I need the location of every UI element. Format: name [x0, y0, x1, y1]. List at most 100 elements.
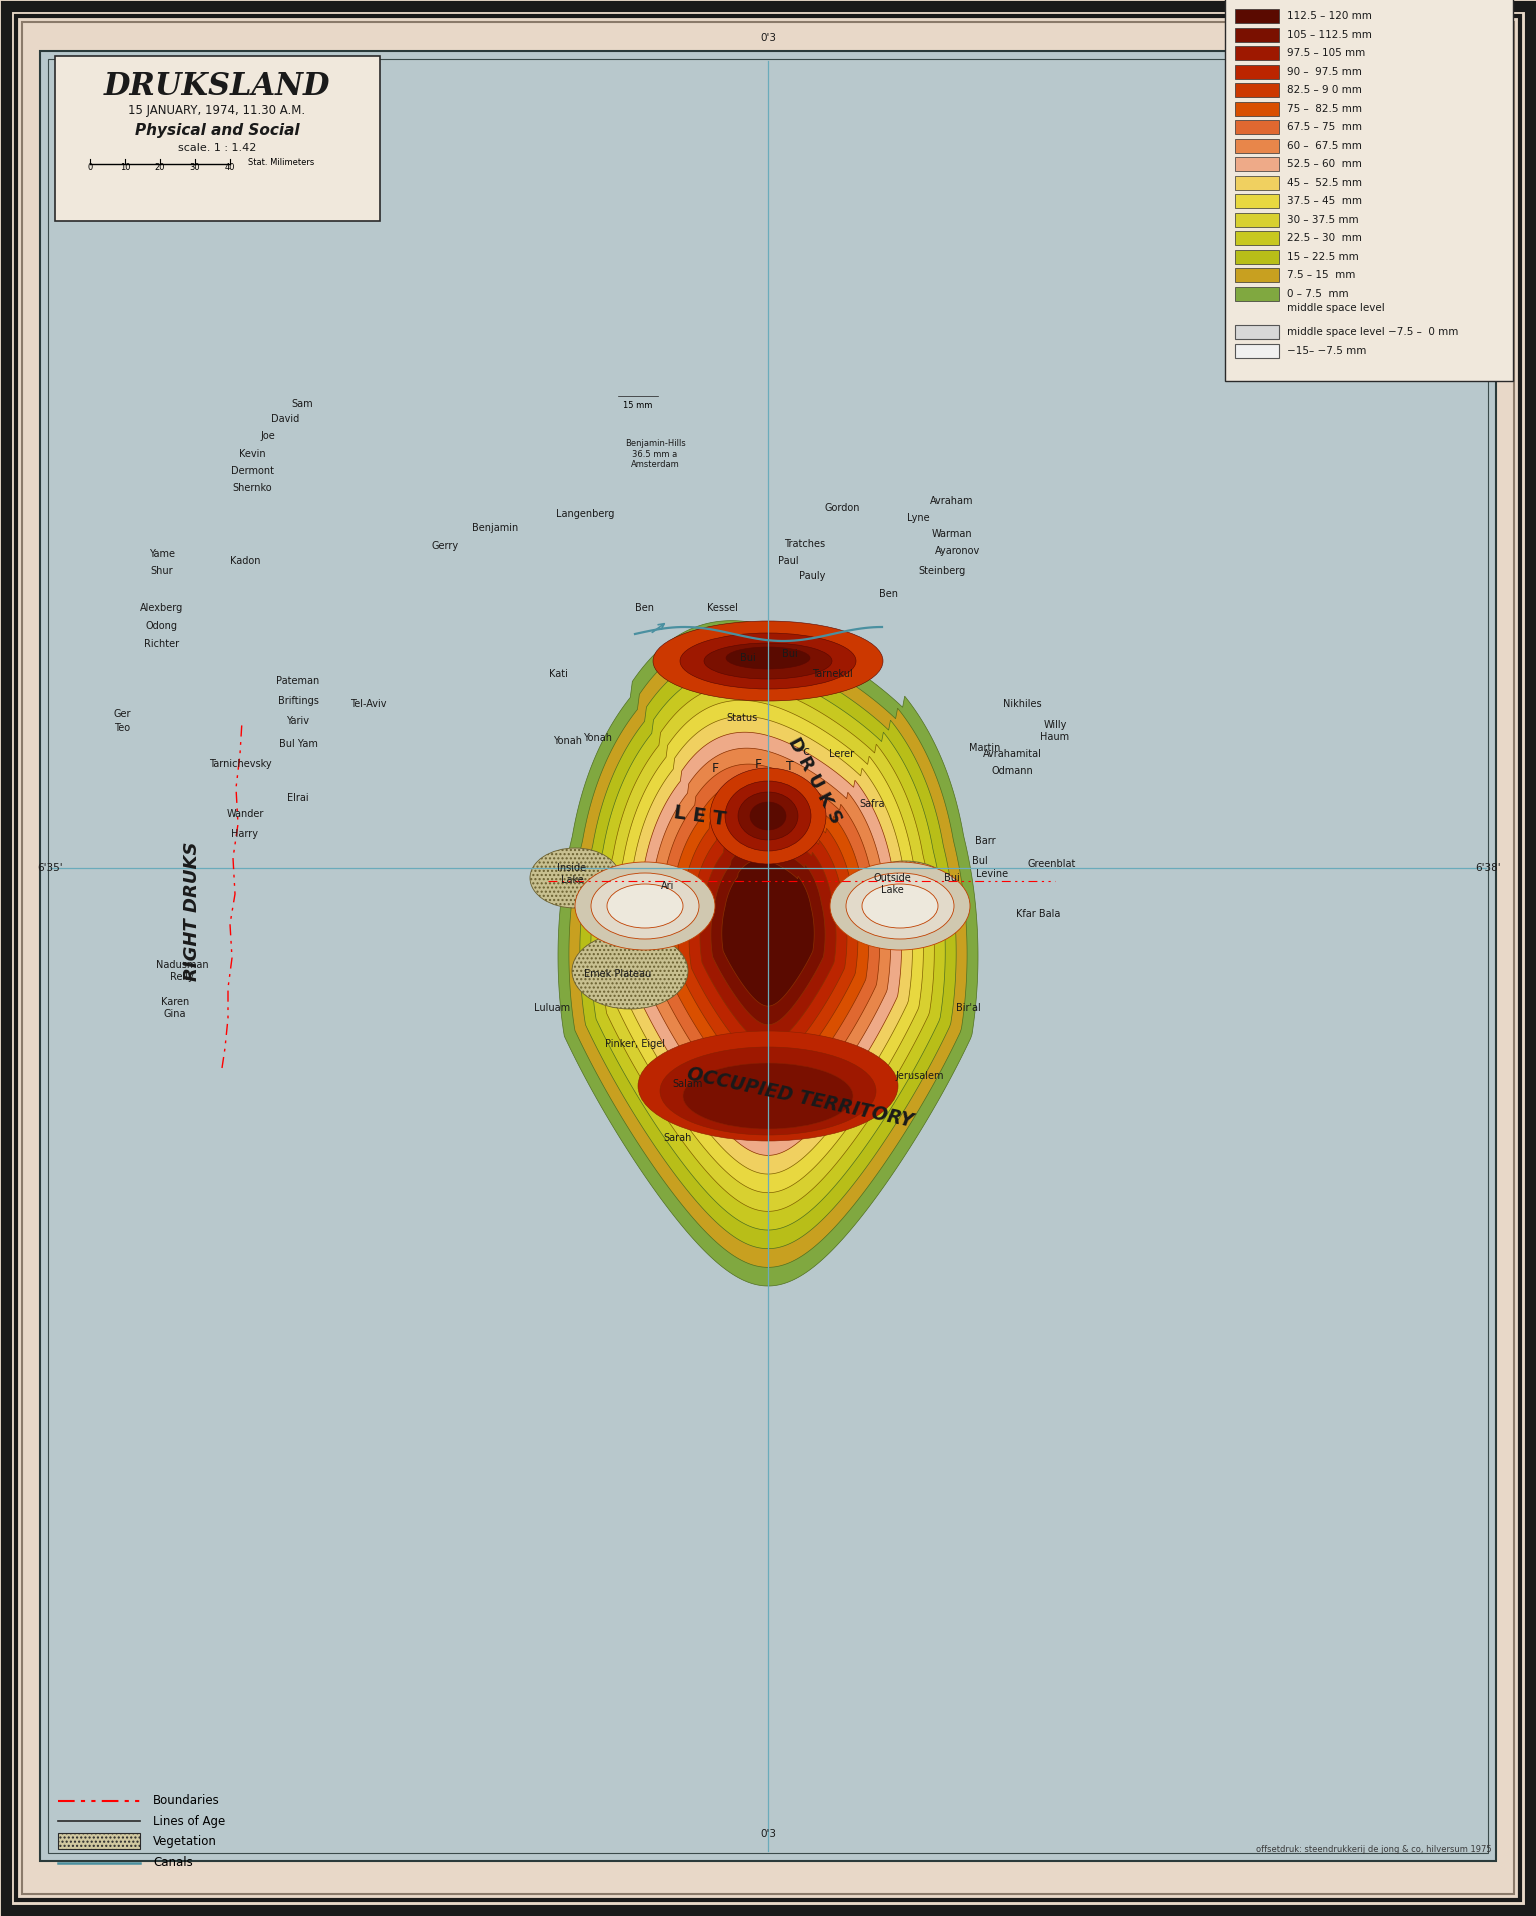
Ellipse shape	[680, 632, 856, 690]
Ellipse shape	[530, 849, 621, 908]
Text: Martin: Martin	[969, 743, 1000, 753]
Text: D R U K S: D R U K S	[785, 734, 845, 828]
Text: 52.5 – 60  mm: 52.5 – 60 mm	[1287, 159, 1362, 169]
Ellipse shape	[727, 648, 809, 669]
Ellipse shape	[829, 862, 971, 950]
Ellipse shape	[710, 768, 826, 864]
Text: Bui: Bui	[945, 874, 960, 883]
Text: Jerusalem: Jerusalem	[895, 1071, 945, 1081]
Text: OCCUPIED TERRITORY: OCCUPIED TERRITORY	[685, 1065, 915, 1130]
Polygon shape	[558, 621, 978, 1286]
Bar	[1235, 287, 1279, 301]
Text: Sam: Sam	[292, 399, 313, 408]
Text: Wander: Wander	[226, 809, 264, 818]
Text: −15– −7.5 mm: −15– −7.5 mm	[1287, 345, 1367, 356]
Ellipse shape	[571, 933, 688, 1010]
Ellipse shape	[660, 1046, 876, 1134]
Ellipse shape	[574, 862, 714, 950]
Text: Ben: Ben	[636, 604, 654, 613]
Ellipse shape	[703, 644, 833, 678]
Ellipse shape	[637, 1031, 899, 1142]
Polygon shape	[613, 701, 923, 1192]
Polygon shape	[656, 764, 880, 1119]
Text: Odmann: Odmann	[991, 766, 1032, 776]
Text: Kati: Kati	[548, 669, 567, 678]
FancyBboxPatch shape	[1226, 0, 1513, 381]
Ellipse shape	[684, 1063, 852, 1129]
Text: F: F	[754, 757, 762, 770]
Text: 97.5 – 105 mm: 97.5 – 105 mm	[1287, 48, 1366, 57]
Text: Pauly: Pauly	[799, 571, 825, 581]
Text: 0'3: 0'3	[760, 33, 776, 42]
Text: c: c	[802, 745, 809, 757]
Text: Bui: Bui	[782, 650, 797, 659]
Text: Pinker, Eigel: Pinker, Eigel	[605, 1038, 665, 1048]
Text: Benjamin-Hills
36.5 mm a
Amsterdam: Benjamin-Hills 36.5 mm a Amsterdam	[625, 439, 685, 469]
Polygon shape	[624, 717, 912, 1175]
Text: Levine: Levine	[975, 870, 1008, 879]
Text: Benjamin: Benjamin	[472, 523, 518, 533]
Text: Yonah: Yonah	[584, 734, 613, 743]
Polygon shape	[667, 780, 869, 1100]
Text: offsetdruk: steendrukkerij de jong & co, hilversum 1975: offsetdruk: steendrukkerij de jong & co,…	[1256, 1845, 1491, 1855]
Bar	[1235, 249, 1279, 264]
Text: 30 – 37.5 mm: 30 – 37.5 mm	[1287, 215, 1359, 224]
Text: Kessel: Kessel	[707, 604, 737, 613]
Text: 10: 10	[120, 163, 131, 172]
Ellipse shape	[653, 621, 883, 701]
Bar	[1235, 121, 1279, 134]
Text: 75 –  82.5 mm: 75 – 82.5 mm	[1287, 103, 1362, 113]
Text: F: F	[711, 761, 719, 774]
Text: DRUKSLAND: DRUKSLAND	[104, 71, 330, 102]
Text: Stat. Milimeters: Stat. Milimeters	[247, 157, 315, 167]
Bar	[1235, 232, 1279, 245]
Text: Ari: Ari	[662, 881, 674, 891]
Bar	[1235, 326, 1279, 339]
Text: Willy
Haum: Willy Haum	[1040, 720, 1069, 741]
Bar	[1235, 27, 1279, 42]
Text: Lerer: Lerer	[829, 749, 854, 759]
Text: 7.5 – 15  mm: 7.5 – 15 mm	[1287, 270, 1355, 280]
Text: 105 – 112.5 mm: 105 – 112.5 mm	[1287, 29, 1372, 40]
Bar	[1235, 176, 1279, 190]
Text: 0'3: 0'3	[760, 1830, 776, 1839]
Text: middle space level: middle space level	[1287, 303, 1385, 312]
Bar	[1235, 82, 1279, 98]
Text: Joe: Joe	[261, 431, 275, 441]
Text: Steinberg: Steinberg	[919, 565, 966, 577]
Ellipse shape	[862, 883, 938, 927]
Text: L E T: L E T	[673, 803, 728, 830]
Polygon shape	[581, 653, 955, 1249]
Text: Barr: Barr	[975, 835, 995, 847]
Text: 6'38': 6'38'	[1475, 862, 1501, 874]
Text: 30: 30	[189, 163, 200, 172]
Bar	[1235, 194, 1279, 209]
Text: Kadon: Kadon	[230, 556, 260, 565]
Text: middle space level −7.5 –  0 mm: middle space level −7.5 – 0 mm	[1287, 328, 1458, 337]
Text: Gordon: Gordon	[825, 504, 860, 513]
Bar	[1235, 46, 1279, 59]
Text: Karen
Gina: Karen Gina	[161, 996, 189, 1019]
Text: 6'35': 6'35'	[37, 862, 63, 874]
Text: Alexberg: Alexberg	[140, 604, 184, 613]
Polygon shape	[690, 812, 846, 1061]
Ellipse shape	[607, 883, 684, 927]
Text: Salam: Salam	[673, 1079, 703, 1088]
Polygon shape	[634, 732, 902, 1155]
Text: Bul: Bul	[972, 856, 988, 866]
Text: Pateman: Pateman	[276, 676, 319, 686]
Text: Dermont: Dermont	[230, 466, 273, 475]
Text: Ayaronov: Ayaronov	[935, 546, 980, 556]
Bar	[1235, 65, 1279, 79]
Text: Kevin: Kevin	[238, 448, 266, 460]
Polygon shape	[645, 747, 891, 1136]
FancyBboxPatch shape	[55, 56, 379, 220]
Ellipse shape	[857, 860, 952, 922]
Text: Outside
Lake: Outside Lake	[872, 874, 911, 895]
Text: Teo: Teo	[114, 722, 131, 734]
Text: 15 mm: 15 mm	[624, 400, 653, 410]
Text: Lines of Age: Lines of Age	[154, 1814, 226, 1828]
Text: Yame: Yame	[149, 550, 175, 559]
Text: 20: 20	[155, 163, 166, 172]
Text: Tarnichevsky: Tarnichevsky	[209, 759, 272, 768]
